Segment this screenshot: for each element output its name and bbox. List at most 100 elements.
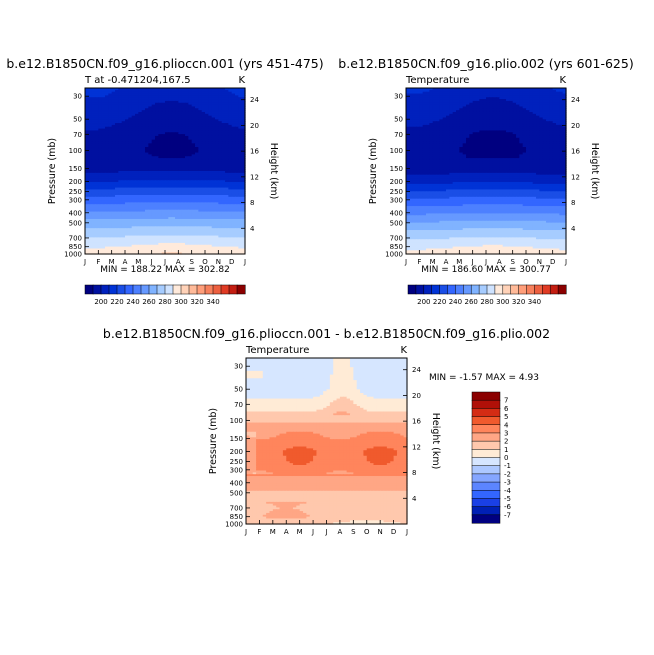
- contour-cell: [231, 121, 236, 124]
- contour-cell: [171, 132, 176, 135]
- contour-cell: [155, 113, 159, 117]
- contour-cell: [118, 100, 123, 104]
- contour-cell: [231, 110, 236, 113]
- contour-cell: [151, 106, 156, 109]
- contour-cell: [95, 132, 99, 135]
- contour-cell: [138, 130, 143, 133]
- contour-cell: [238, 134, 243, 137]
- contour-cell: [168, 231, 173, 235]
- contour-cell: [158, 235, 163, 238]
- contour-cell: [175, 189, 179, 192]
- contour-cell: [238, 204, 243, 207]
- contour-cell: [201, 235, 206, 238]
- contour-cell: [228, 89, 233, 93]
- contour-cell: [98, 244, 103, 248]
- contour-cell: [118, 194, 123, 198]
- contour-cell: [101, 204, 106, 207]
- contour-cell: [115, 91, 119, 95]
- contour-cell: [201, 158, 206, 161]
- contour-cell: [221, 110, 226, 113]
- contour-cell: [218, 222, 223, 226]
- contour-cell: [165, 145, 169, 148]
- contour-cell: [198, 235, 203, 238]
- contour-cell: [145, 117, 149, 120]
- colorbar-label: 320: [190, 298, 203, 306]
- contour-cell: [125, 104, 129, 108]
- contour-cell: [218, 134, 223, 137]
- contour-cell: [201, 185, 206, 189]
- contour-cell: [235, 165, 239, 168]
- contour-cell: [228, 206, 233, 209]
- contour-cell: [191, 115, 196, 119]
- contour-cell: [128, 230, 133, 233]
- contour-cell: [215, 193, 219, 196]
- contour-cell: [151, 242, 156, 246]
- contour-cell: [158, 100, 163, 104]
- contour-cell: [98, 250, 103, 253]
- contour-cell: [195, 180, 199, 183]
- contour-cell: [191, 97, 196, 100]
- contour-cell: [151, 110, 156, 113]
- contour-cell: [105, 126, 109, 130]
- contour-cell: [148, 158, 153, 161]
- contour-cell: [155, 97, 159, 100]
- contour-cell: [225, 123, 229, 126]
- contour-cell: [138, 163, 143, 167]
- contour-cell: [181, 204, 186, 207]
- contour-cell: [118, 209, 123, 213]
- contour-cell: [228, 145, 233, 148]
- contour-cell: [228, 106, 233, 109]
- contour-cell: [185, 93, 189, 96]
- contour-cell: [141, 119, 146, 122]
- contour-cell: [158, 178, 163, 181]
- contour-cell: [155, 174, 159, 178]
- contour-cell: [165, 167, 169, 170]
- contour-cell: [178, 172, 183, 176]
- contour-cell: [141, 113, 146, 117]
- contour-cell: [88, 111, 93, 115]
- contour-cell: [231, 242, 236, 246]
- contour-cell: [118, 132, 123, 135]
- contour-cell: [188, 134, 193, 137]
- contour-cell: [195, 222, 199, 226]
- contour-cell: [121, 224, 126, 227]
- contour-cell: [131, 88, 136, 91]
- contour-cell: [188, 95, 193, 98]
- contour-cell: [121, 217, 126, 220]
- contour-cell: [101, 200, 106, 203]
- contour-cell: [128, 224, 133, 227]
- contour-cell: [158, 95, 163, 98]
- contour-cell: [148, 176, 153, 179]
- contour-cell: [128, 215, 133, 218]
- contour-cell: [151, 206, 156, 209]
- contour-cell: [121, 218, 126, 222]
- contour-cell: [228, 150, 233, 154]
- contour-cell: [171, 174, 176, 178]
- contour-cell: [111, 167, 116, 170]
- contour-cell: [101, 89, 106, 93]
- contour-cell: [118, 172, 123, 176]
- contour-cell: [111, 106, 116, 109]
- contour-cell: [191, 167, 196, 170]
- contour-cell: [171, 124, 176, 128]
- contour-cell: [105, 193, 109, 196]
- contour-cell: [211, 145, 216, 148]
- contour-cell: [105, 130, 109, 133]
- contour-cell: [241, 126, 246, 130]
- contour-cell: [181, 128, 186, 132]
- contour-cell: [115, 222, 119, 226]
- contour-cell: [148, 102, 153, 106]
- contour-cell: [135, 231, 139, 235]
- contour-cell: [98, 215, 103, 218]
- contour-cell: [108, 222, 113, 226]
- contour-cell: [135, 183, 139, 187]
- contour-cell: [151, 100, 156, 104]
- contour-cell: [115, 185, 119, 189]
- contour-cell: [135, 108, 139, 111]
- contour-cell: [198, 97, 203, 100]
- contour-cell: [85, 134, 89, 137]
- contour-cell: [125, 235, 129, 238]
- contour-cell: [121, 178, 126, 181]
- contour-cell: [88, 161, 93, 165]
- contour-cell: [121, 200, 126, 203]
